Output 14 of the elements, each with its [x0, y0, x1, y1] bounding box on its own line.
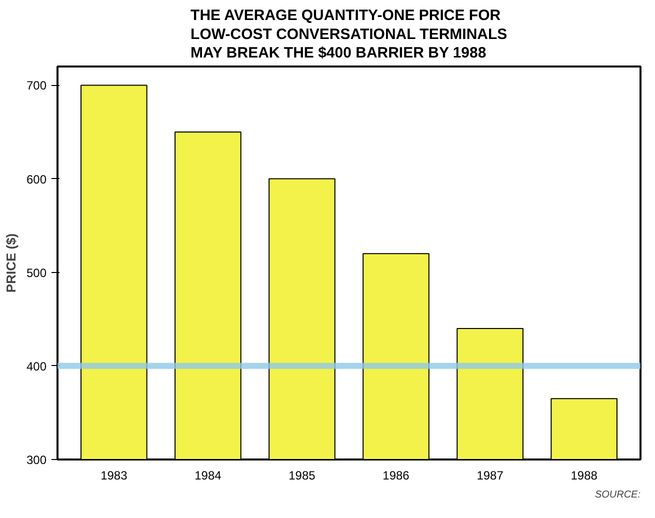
- y-axis-title: PRICE ($): [3, 233, 18, 293]
- y-tick-label: 400: [26, 359, 47, 374]
- y-tick-label: 500: [26, 266, 47, 280]
- y-tick-label: 700: [26, 78, 47, 93]
- x-tick-label: 1986: [382, 468, 410, 482]
- x-tick-label: 1987: [476, 468, 504, 482]
- source-note: SOURCE:: [594, 490, 641, 500]
- x-tick-label: 1984: [194, 468, 222, 482]
- y-tick-label: 300: [26, 453, 47, 467]
- x-tick-label: 1985: [288, 468, 316, 482]
- chart-title: THE AVERAGE QUANTITY-ONE PRICE FOR LOW-COST CONVERSATIONAL TERMINALS MAY BREAK THE $400 BARRIER BY 1988: [190, 7, 508, 62]
- x-tick-label: 1983: [100, 468, 128, 482]
- x-tick-label: 1988: [570, 468, 598, 482]
- y-tick-label: 600: [26, 172, 47, 186]
